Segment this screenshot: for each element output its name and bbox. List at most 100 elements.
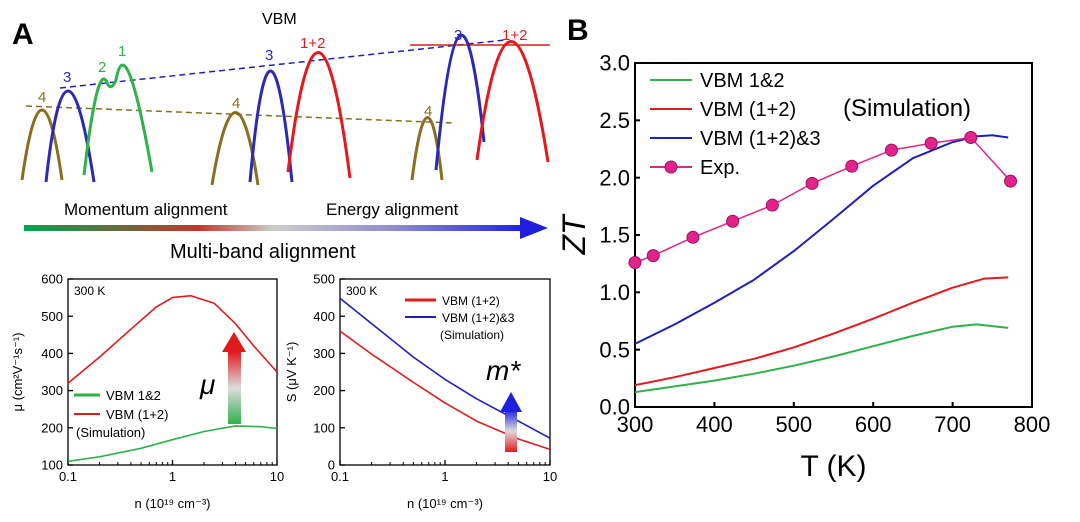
- zt-y-tick-label: 0.0: [599, 395, 630, 420]
- mobility-y-tick-label: 500: [41, 309, 63, 324]
- zt-series-2-line: [634, 134, 1009, 345]
- momentum-alignment-label: Momentum alignment: [64, 200, 228, 219]
- zt-series-0-line: [634, 323, 1009, 394]
- band-label-1plus2: 1+2: [502, 27, 527, 44]
- energy-alignment-label: Energy alignment: [326, 200, 459, 219]
- zt-y-axis-label: ZT: [556, 213, 592, 256]
- zt-exp-point: [805, 176, 819, 190]
- band-3-group3: [434, 33, 486, 171]
- seebeck-arrow-head: [500, 392, 522, 412]
- band-3-group1: [44, 89, 96, 183]
- zt-exp-point: [845, 159, 859, 173]
- seebeck-x-tick-label: 10: [543, 469, 557, 484]
- band-label-3: 3: [63, 69, 71, 86]
- zt-legend-label-4: Exp.: [700, 157, 740, 179]
- zt-legend-label-3: VBM (1+2)&3: [700, 128, 821, 150]
- band-label-4: 4: [424, 103, 432, 120]
- seebeck-y-tick-label: 200: [313, 383, 335, 398]
- zt-y-tick-label: 2.5: [599, 108, 630, 133]
- seebeck-arrow-label: m*: [486, 355, 521, 386]
- mobility-temperature-label: 300 K: [74, 284, 105, 298]
- band-4-group1: [20, 108, 64, 181]
- band-label-4: 4: [232, 95, 240, 112]
- zt-series-1-line: [634, 276, 1009, 387]
- zt-legend-label-2: VBM (1+2): [700, 99, 796, 121]
- seebeck-legend-simulation: (Simulation): [440, 328, 504, 342]
- zt-exp-point: [884, 143, 898, 157]
- zt-x-tick-label: 500: [775, 412, 812, 437]
- mobility-series-0-line: [67, 425, 278, 463]
- panel-label-a: A: [12, 18, 34, 51]
- mobility-x-tick-label: 1: [169, 469, 176, 484]
- vbm-label: VBM: [262, 11, 297, 28]
- mobility-y-tick-label: 200: [41, 420, 63, 435]
- seebeck-x-tick-label: 0.1: [331, 469, 349, 484]
- zt-y-tick-label: 2.0: [599, 165, 630, 190]
- zt-legend-marker: [664, 160, 678, 174]
- mobility-y-tick-label: 600: [41, 272, 63, 287]
- seebeck-arrow-shaft: [505, 410, 517, 452]
- band-label-3: 3: [265, 47, 273, 64]
- band-1-2-group1: [82, 63, 154, 176]
- band-diagram: 4 3 2 1 4 3 1+2 4 3 1+2: [20, 27, 550, 186]
- zt-exp-point: [964, 131, 978, 145]
- mobility-legend-label-2: VBM (1+2): [106, 407, 169, 422]
- zt-y-tick-label: 1.0: [599, 280, 630, 305]
- band-label-1plus2: 1+2: [300, 35, 325, 52]
- mobility-y-tick-label: 400: [41, 346, 63, 361]
- alignment-arrow: [24, 225, 524, 231]
- zt-y-tick-label: 0.5: [599, 337, 630, 362]
- alignment-arrow-head: [520, 217, 548, 239]
- band-label-1: 1: [118, 43, 126, 60]
- dashed-line-band3: [59, 39, 506, 89]
- band-1plus2-group3: [475, 40, 550, 163]
- band-label-3: 3: [454, 27, 462, 44]
- zt-simulation-label: (Simulation): [843, 95, 971, 122]
- seebeck-y-tick-label: 500: [313, 272, 335, 287]
- mobility-y-tick-label: 100: [41, 458, 63, 473]
- seebeck-y-axis-label: S (μV K⁻¹): [284, 342, 299, 403]
- zt-chart: 300 400 500 600 700 800 0.0 0.5 1.0 1.5 2.0 2.5 3.0 V…: [556, 51, 1050, 483]
- seebeck-y-tick-label: 0: [328, 458, 335, 473]
- band-label-4: 4: [38, 89, 46, 106]
- panel-label-b: B: [567, 14, 589, 47]
- zt-exp-point: [726, 214, 740, 228]
- zt-exp-point: [686, 230, 700, 244]
- mobility-chart: 0.1 1 10 100 200 300 400 500 600 300 K μ VBM 1&2 VBM…: [10, 272, 284, 511]
- seebeck-legend-label-1: VBM (1+2): [442, 294, 500, 308]
- zt-x-tick-label: 600: [855, 412, 892, 437]
- mobility-y-tick-label: 300: [41, 383, 63, 398]
- seebeck-x-tick-label: 1: [441, 469, 448, 484]
- zt-x-tick-label: 800: [1014, 412, 1051, 437]
- mobility-arrow-shaft: [228, 352, 241, 424]
- mobility-arrow-label: μ: [199, 369, 215, 400]
- band-3-group2: [248, 69, 294, 183]
- zt-exp-point: [765, 198, 779, 212]
- mobility-y-axis-label: μ (cm²V⁻¹s⁻¹): [10, 333, 25, 412]
- seebeck-legend-label-2: VBM (1+2)&3: [442, 311, 515, 325]
- mobility-x-tick-label: 0.1: [59, 469, 77, 484]
- zt-exp-point: [924, 136, 938, 150]
- seebeck-series-0-line: [339, 330, 551, 451]
- zt-y-tick-label: 1.5: [599, 223, 630, 248]
- mobility-arrow-head: [222, 332, 246, 352]
- zt-exp-point: [1004, 174, 1018, 188]
- mobility-legend-label-1: VBM 1&2: [106, 388, 161, 403]
- mobility-series-1-line: [67, 294, 278, 384]
- mobility-x-axis-label: n (10¹⁹ cm⁻³): [135, 496, 211, 511]
- mobility-x-tick-label: 10: [270, 469, 284, 484]
- seebeck-y-tick-label: 400: [313, 309, 335, 324]
- band-label-2: 2: [98, 59, 106, 76]
- seebeck-y-tick-label: 300: [313, 346, 335, 361]
- zt-exp-point: [646, 249, 660, 263]
- zt-legend-label-1: VBM 1&2: [700, 70, 784, 92]
- zt-x-tick-label: 300: [617, 412, 654, 437]
- zt-x-tick-label: 700: [934, 412, 971, 437]
- zt-y-tick-label: 3.0: [599, 51, 630, 76]
- mobility-legend-simulation: (Simulation): [76, 425, 145, 440]
- zt-x-tick-label: 400: [696, 412, 733, 437]
- seebeck-series-1-line: [339, 297, 551, 439]
- seebeck-y-tick-label: 100: [313, 420, 335, 435]
